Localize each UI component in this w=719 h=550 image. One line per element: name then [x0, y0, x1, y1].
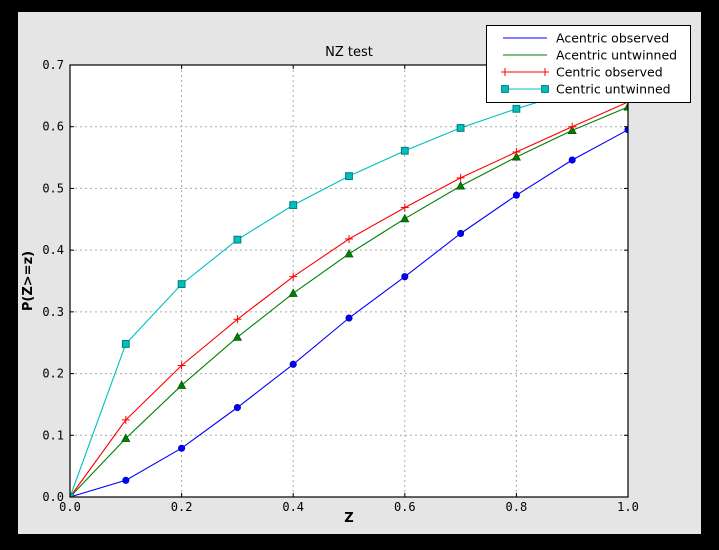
legend-label: Acentric untwinned: [556, 48, 677, 63]
data-point-marker-square: [400, 146, 409, 155]
data-point-marker-triangle: [177, 380, 187, 389]
data-point-marker-square: [501, 85, 509, 93]
x-axis-label: Z: [344, 511, 354, 526]
data-point-marker-plus: [400, 203, 409, 212]
x-tick-label: 0.2: [171, 500, 193, 514]
y-tick-label: 0.0: [42, 490, 64, 504]
chart-title: NZ test: [325, 45, 373, 60]
data-point-marker-square: [121, 340, 130, 348]
line-chart: 0.0 0.2 0.4 0.6 0.8 1.0 0.0 0.1 0.2 0.3 0.4 0.5 0.6 0…: [42, 25, 691, 514]
data-point-marker-square: [289, 201, 298, 209]
y-axis-label: P(Z>=z): [21, 250, 36, 312]
data-point-marker-triangle: [232, 332, 242, 341]
series-acentric-untwinned: [69, 102, 629, 498]
y-tick-label: 0.2: [42, 367, 64, 381]
legend-item-centric-untwinned: Centric untwinned: [501, 82, 671, 97]
data-point-marker-circle: [457, 229, 465, 238]
x-tick-label: 0.6: [394, 500, 416, 514]
data-point-marker-square: [233, 235, 242, 244]
data-point-marker-plus: [456, 173, 465, 182]
x-tick-label: 0.8: [506, 500, 528, 514]
data-point-marker-triangle: [511, 152, 521, 161]
data-point-marker-plus: [501, 68, 509, 76]
legend-label: Centric observed: [556, 65, 663, 80]
axes-frame: [69, 64, 629, 498]
data-point-marker-triangle: [121, 433, 131, 442]
data-point-marker-circle: [345, 314, 353, 322]
data-point-marker-circle: [233, 403, 241, 412]
y-tick-label: 0.6: [42, 120, 64, 134]
data-point-marker-plus: [233, 315, 242, 324]
data-point-marker-square: [541, 85, 549, 93]
data-point-marker-triangle: [400, 213, 410, 223]
legend-label: Acentric observed: [556, 31, 669, 46]
figure-canvas: 0.0 0.2 0.4 0.6 0.8 1.0 0.0 0.1 0.2 0.3 0.4 0.5 0.6 0…: [18, 12, 701, 534]
legend-item-acentric-observed: Acentric observed: [503, 31, 669, 46]
plot-area: [70, 65, 628, 497]
series-acentric-observed: [69, 126, 629, 498]
y-tick-label: 0.3: [42, 305, 64, 319]
data-point-marker-plus: [345, 235, 353, 244]
x-tick-label: 0.4: [282, 500, 304, 514]
data-point-marker-plus: [121, 415, 130, 424]
data-point-marker-plus: [289, 272, 298, 281]
data-point-marker-circle: [178, 444, 186, 452]
data-point-marker-square: [177, 280, 186, 288]
data-point-marker-plus: [568, 122, 577, 131]
data-point-marker-plus: [177, 361, 186, 370]
data-point-marker-plus: [541, 68, 549, 76]
data-point-marker-plus: [512, 148, 521, 157]
data-point-marker-circle: [122, 476, 130, 484]
data-point-marker-circle: [568, 156, 576, 164]
data-point-marker-triangle: [344, 248, 354, 258]
y-tick-label: 0.1: [42, 428, 64, 442]
legend: Acentric observed Acentric untwinned Centr…: [486, 25, 691, 103]
data-point-marker-circle: [401, 273, 409, 281]
y-tick-label: 0.7: [42, 58, 64, 72]
data-point-marker-circle: [289, 360, 297, 368]
data-point-marker-square: [456, 124, 465, 132]
y-tick-label: 0.4: [42, 243, 64, 257]
legend-item-centric-observed: Centric observed: [501, 65, 663, 80]
data-point-marker-square: [512, 104, 521, 113]
legend-item-acentric-untwinned: Acentric untwinned: [503, 48, 677, 63]
y-tick-label: 0.5: [42, 181, 64, 195]
legend-label: Centric untwinned: [556, 82, 671, 97]
series-centric-observed: [69, 98, 629, 498]
x-tick-label: 0.0: [59, 500, 81, 514]
data-point-marker-square: [345, 172, 353, 180]
x-tick-label: 1.0: [617, 500, 639, 514]
data-point-marker-triangle: [288, 288, 298, 297]
data-point-marker-triangle: [456, 181, 466, 190]
data-point-marker-circle: [512, 191, 520, 199]
